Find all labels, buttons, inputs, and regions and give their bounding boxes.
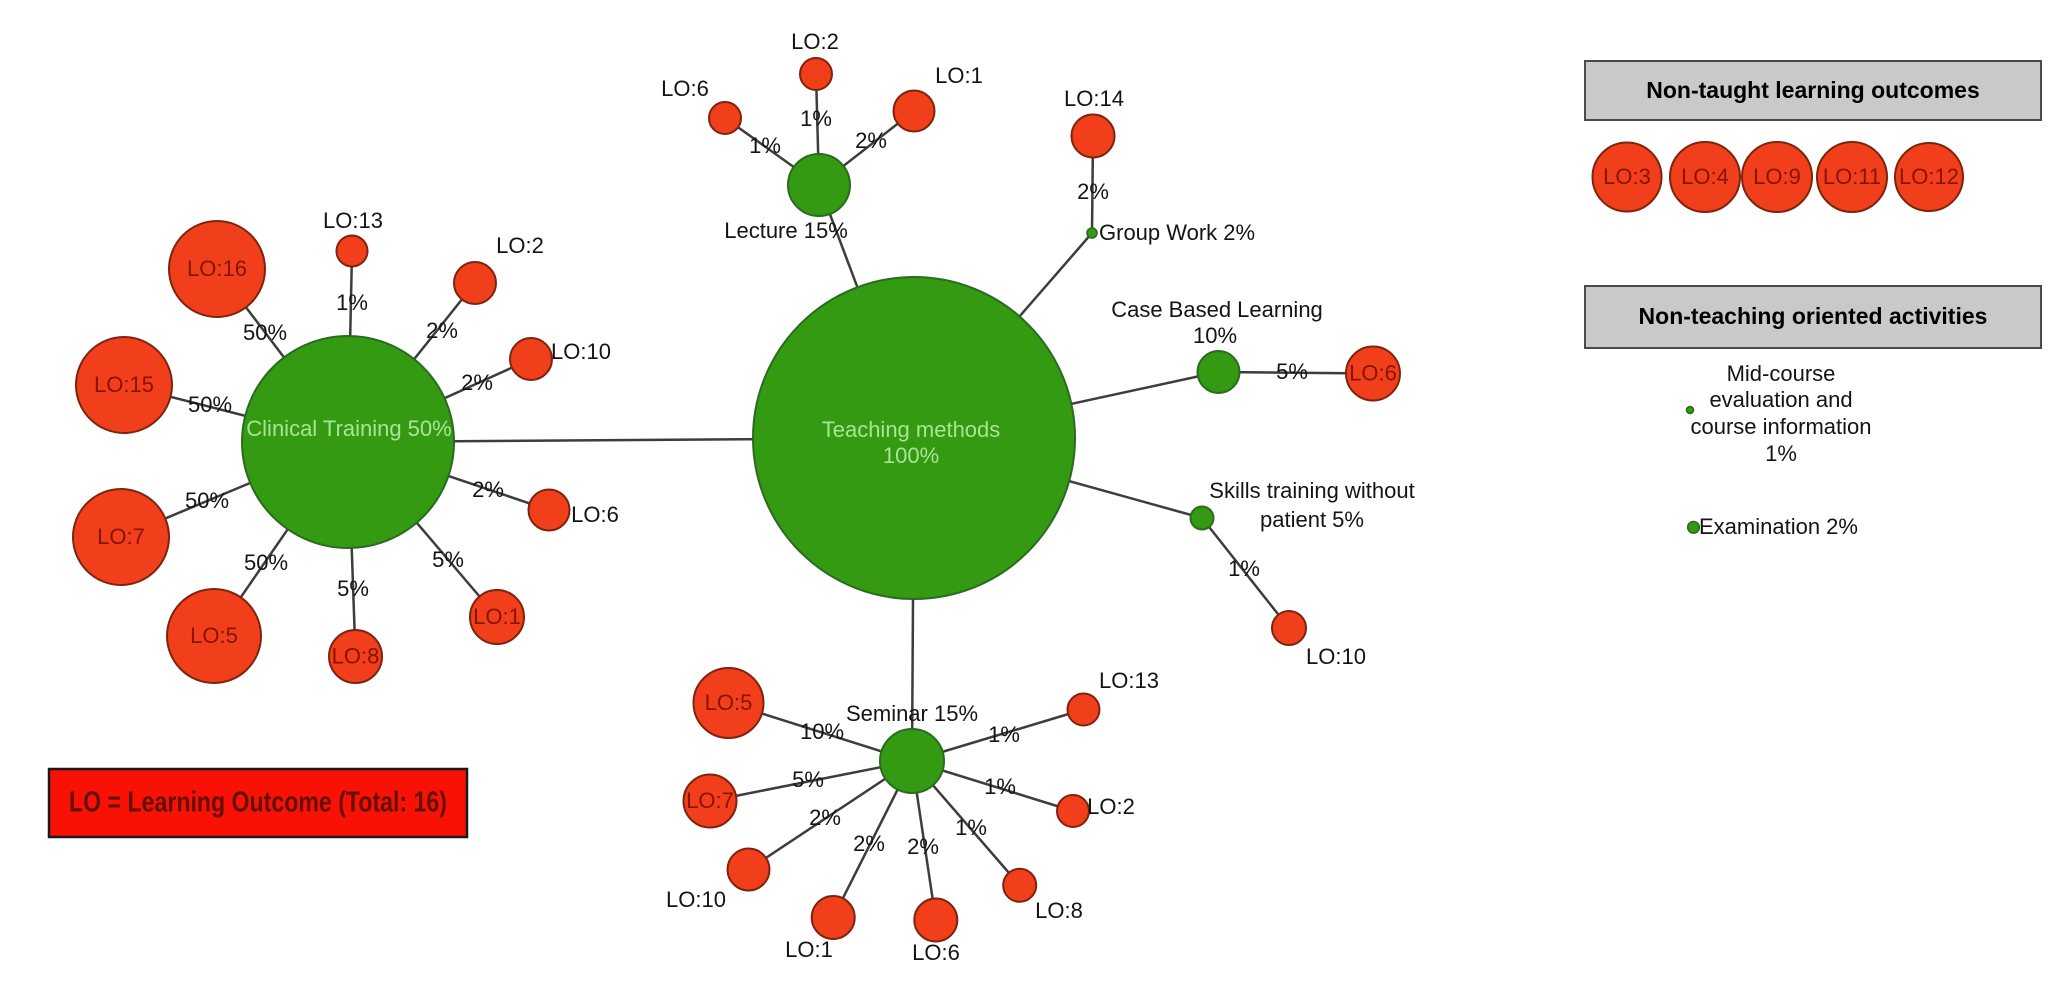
svg-text:LO:7: LO:7	[686, 788, 734, 813]
svg-text:Examination 2%: Examination 2%	[1699, 514, 1858, 539]
svg-text:course information: course information	[1691, 414, 1872, 439]
svg-text:LO:15: LO:15	[94, 372, 154, 397]
svg-text:50%: 50%	[244, 550, 288, 575]
svg-text:LO:8: LO:8	[332, 643, 380, 668]
svg-text:10%: 10%	[800, 719, 844, 744]
svg-text:LO:2: LO:2	[791, 29, 839, 54]
svg-text:Mid-course: Mid-course	[1727, 361, 1836, 386]
svg-text:2%: 2%	[472, 477, 504, 502]
svg-text:LO:10: LO:10	[1306, 644, 1366, 669]
svg-text:LO:10: LO:10	[666, 887, 726, 912]
svg-text:2%: 2%	[907, 834, 939, 859]
svg-text:50%: 50%	[243, 320, 287, 345]
svg-text:2%: 2%	[426, 318, 458, 343]
svg-text:evaluation and: evaluation and	[1709, 387, 1852, 412]
svg-text:2%: 2%	[461, 370, 493, 395]
svg-text:LO:1: LO:1	[785, 937, 833, 962]
svg-text:1%: 1%	[955, 815, 987, 840]
svg-text:5%: 5%	[432, 547, 464, 572]
svg-text:LO:8: LO:8	[1035, 898, 1083, 923]
svg-text:1%: 1%	[988, 722, 1020, 747]
svg-text:LO:7: LO:7	[97, 524, 145, 549]
svg-text:LO:16: LO:16	[187, 256, 247, 281]
svg-text:LO:11: LO:11	[1823, 164, 1881, 189]
svg-text:LO:2: LO:2	[1087, 794, 1135, 819]
svg-text:2%: 2%	[853, 831, 885, 856]
svg-text:Clinical Training 50%: Clinical Training 50%	[246, 416, 451, 441]
svg-text:1%: 1%	[984, 774, 1016, 799]
svg-text:patient 5%: patient 5%	[1260, 507, 1364, 532]
svg-text:Lecture 15%: Lecture 15%	[724, 218, 848, 243]
svg-text:LO:4: LO:4	[1681, 164, 1729, 189]
svg-text:5%: 5%	[792, 767, 824, 792]
svg-text:LO = Learning Outcome (Total:: LO = Learning Outcome (Total: 16)	[69, 787, 447, 819]
svg-text:Seminar 15%: Seminar 15%	[846, 701, 978, 726]
svg-text:2%: 2%	[809, 805, 841, 830]
svg-text:LO:10: LO:10	[551, 339, 611, 364]
svg-text:Group Work 2%: Group Work 2%	[1099, 220, 1255, 245]
svg-text:Non-teaching oriented activiti: Non-teaching oriented activities	[1639, 303, 1988, 329]
svg-text:1%: 1%	[1765, 441, 1797, 466]
svg-text:5%: 5%	[1276, 359, 1308, 384]
svg-text:LO:6: LO:6	[1349, 360, 1397, 385]
svg-text:LO:6: LO:6	[661, 76, 709, 101]
svg-text:LO:3: LO:3	[1603, 164, 1651, 189]
svg-text:1%: 1%	[336, 290, 368, 315]
svg-text:100%: 100%	[883, 443, 939, 468]
svg-text:LO:1: LO:1	[935, 63, 983, 88]
svg-text:LO:14: LO:14	[1064, 86, 1124, 111]
svg-text:LO:2: LO:2	[496, 233, 544, 258]
svg-text:LO:13: LO:13	[1099, 668, 1159, 693]
svg-text:5%: 5%	[337, 576, 369, 601]
svg-text:2%: 2%	[855, 128, 887, 153]
svg-text:LO:5: LO:5	[190, 623, 238, 648]
svg-text:Case Based Learning: Case Based Learning	[1111, 297, 1323, 322]
svg-text:LO:13: LO:13	[323, 208, 383, 233]
svg-text:50%: 50%	[188, 392, 232, 417]
svg-text:LO:12: LO:12	[1899, 164, 1959, 189]
svg-text:10%: 10%	[1193, 323, 1237, 348]
svg-text:50%: 50%	[185, 488, 229, 513]
svg-text:LO:5: LO:5	[705, 690, 753, 715]
svg-text:LO:6: LO:6	[571, 502, 619, 527]
svg-text:LO:9: LO:9	[1753, 164, 1801, 189]
svg-text:LO:6: LO:6	[912, 940, 960, 965]
svg-text:Teaching methods: Teaching methods	[822, 417, 1001, 442]
svg-text:Skills training without: Skills training without	[1209, 478, 1414, 503]
svg-text:1%: 1%	[800, 106, 832, 131]
svg-text:Non-taught learning outcomes: Non-taught learning outcomes	[1646, 77, 1980, 103]
svg-text:1%: 1%	[749, 133, 781, 158]
svg-text:2%: 2%	[1077, 179, 1109, 204]
svg-text:1%: 1%	[1228, 556, 1260, 581]
svg-text:LO:1: LO:1	[473, 604, 521, 629]
